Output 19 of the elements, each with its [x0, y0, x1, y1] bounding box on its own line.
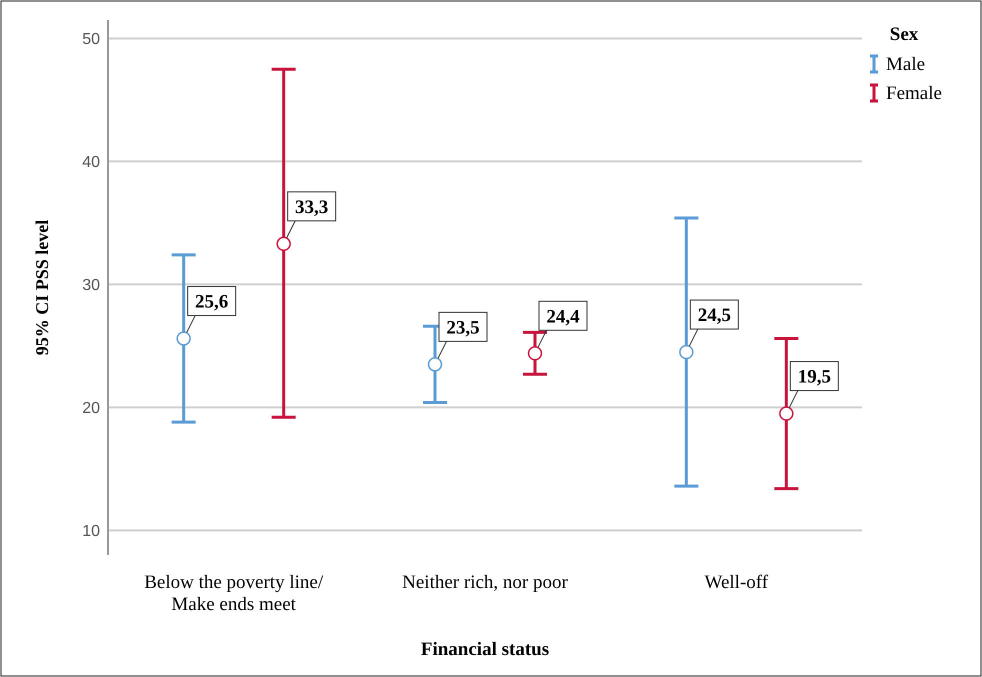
y-tick-label: 50 [82, 31, 100, 48]
y-tick-label: 40 [82, 154, 100, 172]
y-tick-label: 20 [82, 400, 100, 418]
x-tick-label: Neither rich, nor poor [402, 572, 568, 593]
y-tick-label: 30 [82, 277, 100, 294]
legend-title: Sex [890, 24, 919, 45]
y-tick-label: 10 [82, 523, 100, 540]
y-axis-title: 95% CI PSS level [32, 220, 52, 356]
x-tick-label: Below the poverty line/ Make ends meet [144, 572, 324, 615]
x-axis-title: Financial status [420, 639, 550, 660]
legend-label: Female [886, 83, 942, 104]
data-label: 23,5 [446, 317, 480, 338]
legend-label: Male [886, 54, 926, 75]
data-label: 24,4 [546, 306, 580, 328]
data-label: 19,5 [798, 366, 831, 388]
data-label: 25,6 [195, 292, 228, 313]
x-tick-label: Well-off [704, 572, 769, 593]
data-label: 24,5 [698, 305, 731, 326]
data-label: 33,3 [295, 196, 328, 218]
